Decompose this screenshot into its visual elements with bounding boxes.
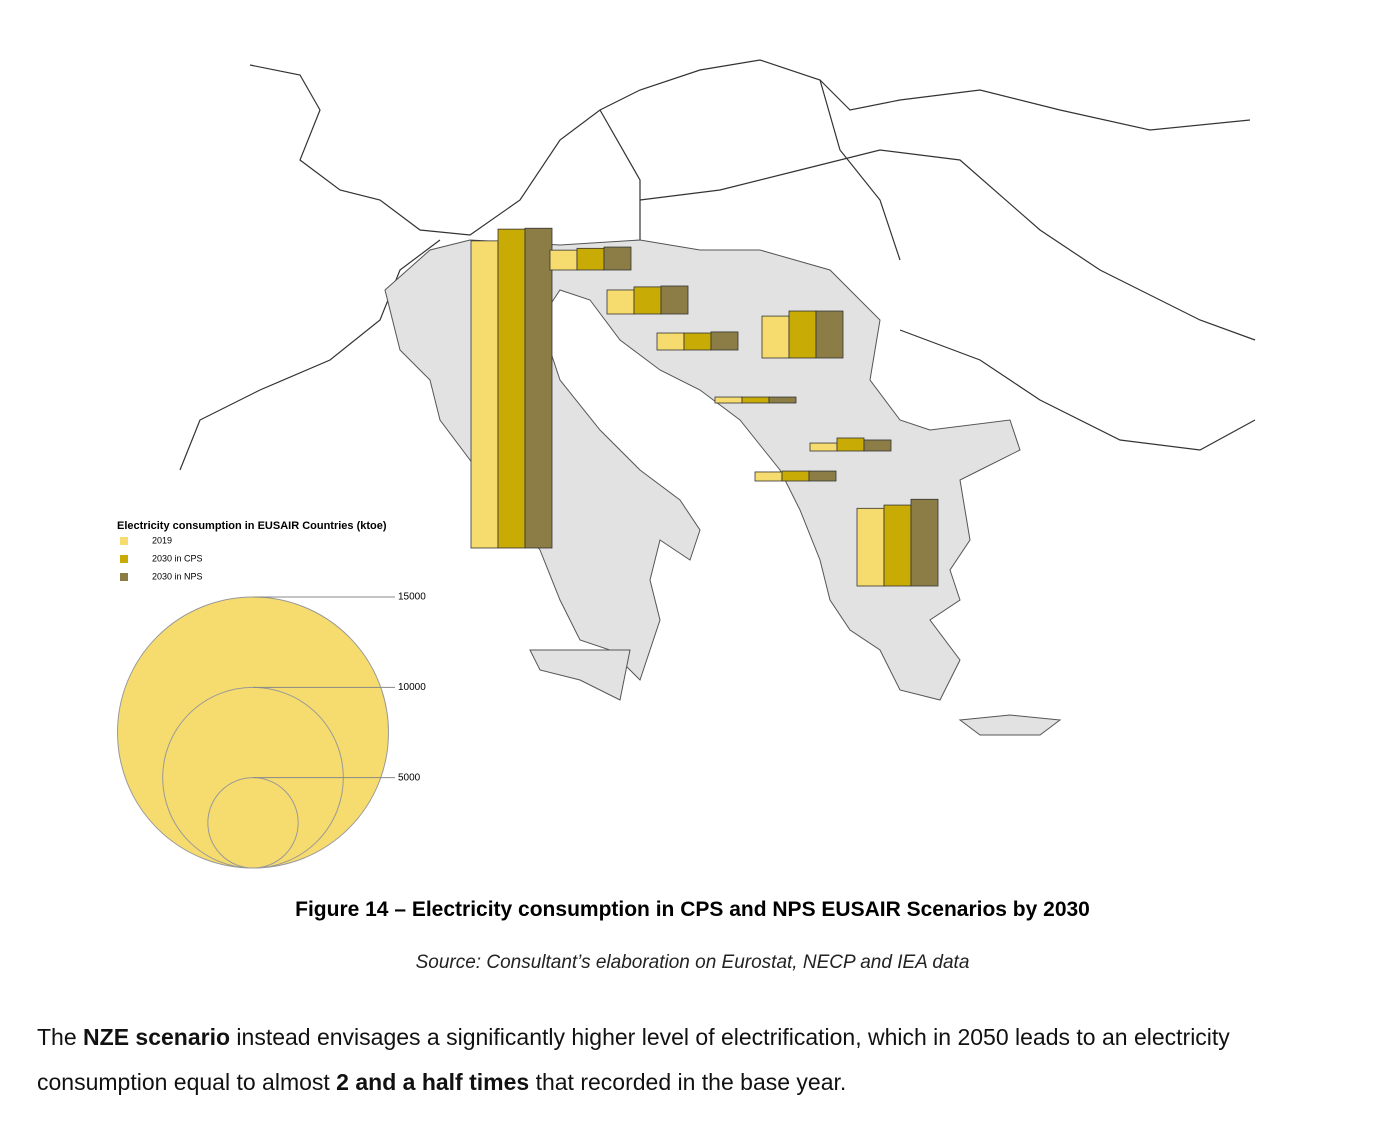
size-legend-circle bbox=[207, 777, 299, 869]
figure-source: Source: Consultant’s elaboration on Euro… bbox=[415, 952, 970, 973]
text-run: instead envisages a significantly higher… bbox=[37, 1024, 1230, 1095]
bar bbox=[576, 247, 605, 271]
text-run: that recorded in the base year. bbox=[529, 1069, 847, 1095]
bar bbox=[633, 286, 662, 315]
bar bbox=[606, 289, 635, 315]
bar bbox=[714, 396, 743, 404]
legend-label: 2030 in NPS bbox=[152, 571, 203, 581]
size-legend-label: 5000 bbox=[398, 772, 421, 783]
map-figure: 5000 10000 15000 Electricity consumption in… bbox=[117, 59, 1256, 869]
size-legend-label: 10000 bbox=[398, 682, 426, 693]
bar bbox=[808, 470, 837, 482]
bar bbox=[660, 285, 689, 315]
bar bbox=[863, 439, 892, 452]
bar bbox=[761, 315, 790, 359]
bar bbox=[754, 471, 783, 482]
bar bbox=[910, 498, 939, 587]
bar bbox=[809, 442, 838, 452]
legend-swatch bbox=[120, 573, 128, 581]
bold-text: 2 and a half times bbox=[336, 1069, 530, 1095]
bar bbox=[768, 396, 797, 404]
bar bbox=[856, 507, 885, 587]
bar bbox=[741, 396, 770, 404]
legend-swatch bbox=[120, 537, 128, 545]
map-background bbox=[179, 59, 1256, 471]
figure-caption: Figure 14 – Electricity consumption in C… bbox=[295, 898, 1090, 921]
text-run: The bbox=[37, 1024, 84, 1050]
bar bbox=[497, 228, 526, 549]
bar bbox=[549, 249, 578, 271]
legend-swatch bbox=[120, 555, 128, 563]
bar bbox=[710, 331, 739, 351]
bar bbox=[815, 310, 844, 359]
bar bbox=[781, 470, 810, 482]
legend-label: 2019 bbox=[152, 535, 172, 545]
bar bbox=[683, 332, 712, 351]
bar bbox=[470, 240, 499, 549]
legend-title: Electricity consumption in EUSAIR Countr… bbox=[117, 520, 387, 532]
bar bbox=[836, 437, 865, 452]
bold-text: NZE scenario bbox=[83, 1024, 231, 1050]
body-paragraph: The NZE scenario instead envisages a sig… bbox=[37, 1015, 1357, 1105]
bar bbox=[788, 310, 817, 359]
bar bbox=[656, 332, 685, 351]
size-legend-label: 15000 bbox=[398, 592, 426, 603]
bar bbox=[603, 246, 632, 271]
bar bbox=[883, 504, 912, 587]
bar bbox=[524, 227, 553, 549]
legend-label: 2030 in CPS bbox=[152, 553, 203, 563]
